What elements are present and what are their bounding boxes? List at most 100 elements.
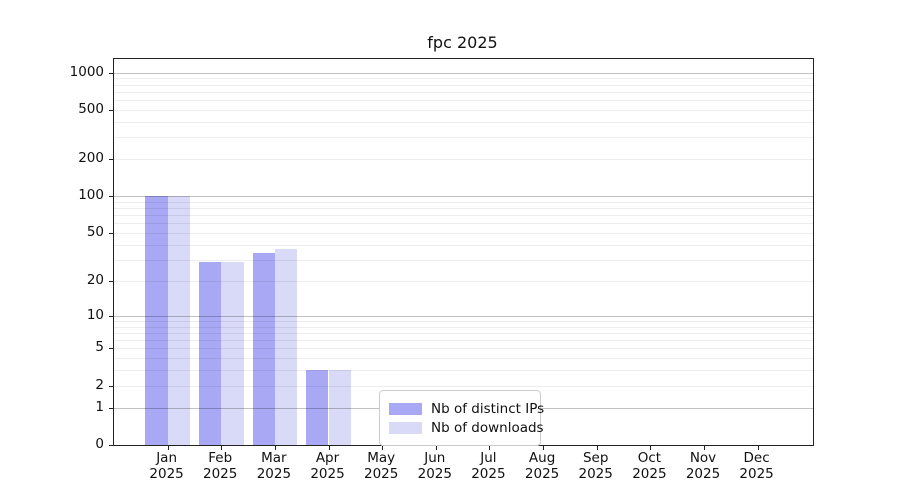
bar-distinct-ips-feb bbox=[198, 261, 222, 445]
x-tick-year: 2025 bbox=[632, 466, 667, 482]
y-tick-label: 0 bbox=[95, 436, 104, 452]
y-gridline-minor bbox=[114, 332, 813, 334]
x-tick bbox=[704, 446, 705, 450]
y-gridline-minor bbox=[114, 358, 813, 360]
y-tick bbox=[109, 280, 113, 282]
y-gridline-minor bbox=[114, 370, 813, 372]
y-gridline-minor bbox=[114, 208, 813, 210]
x-tick-month: Dec bbox=[743, 450, 770, 466]
y-tick-label: 2 bbox=[95, 376, 104, 393]
x-tick-label: Nov 2025 bbox=[671, 450, 735, 482]
x-tick bbox=[167, 446, 169, 450]
legend-entry-distinct-ips: Nb of distinct IPs bbox=[389, 400, 544, 417]
y-tick bbox=[109, 315, 113, 317]
y-gridline-minor bbox=[114, 121, 813, 123]
bar-distinct-ips-apr bbox=[306, 370, 329, 445]
y-gridline-minor bbox=[114, 91, 813, 93]
legend-entry-downloads: Nb of downloads bbox=[389, 419, 544, 436]
y-tick bbox=[109, 407, 113, 409]
x-tick bbox=[435, 446, 437, 450]
bar-distinct-ips-jan bbox=[145, 196, 168, 445]
x-tick-month: Aug bbox=[528, 450, 556, 466]
x-tick-year: 2025 bbox=[739, 466, 774, 482]
x-tick-month: Jul bbox=[480, 450, 497, 466]
x-tick-year: 2025 bbox=[149, 466, 184, 482]
y-tick bbox=[109, 348, 113, 350]
x-tick-month: Mar bbox=[261, 450, 287, 466]
y-tick-label: 1 bbox=[95, 398, 104, 415]
legend: Nb of distinct IPs Nb of downloads bbox=[379, 390, 544, 446]
y-tick-label: 1000 bbox=[69, 63, 104, 80]
x-tick-year: 2025 bbox=[578, 466, 613, 482]
x-tick-year: 2025 bbox=[524, 466, 560, 482]
y-gridline-minor bbox=[114, 385, 813, 387]
x-tick-month: Nov bbox=[689, 450, 717, 466]
x-tick-month: Apr bbox=[315, 450, 340, 466]
y-gridline-minor bbox=[114, 100, 813, 102]
y-gridline-minor bbox=[114, 259, 813, 261]
x-tick-year: 2025 bbox=[685, 466, 721, 482]
y-gridline-major bbox=[114, 196, 813, 198]
y-gridline-minor bbox=[114, 215, 813, 217]
bar-downloads-mar bbox=[274, 248, 298, 445]
plot-area: Nb of distinct IPs Nb of downloads bbox=[109, 58, 814, 450]
x-tick-month: May bbox=[367, 450, 396, 466]
x-tick-label: Jul 2025 bbox=[456, 450, 520, 482]
x-tick-year: 2025 bbox=[364, 466, 399, 482]
x-tick-month: Feb bbox=[208, 450, 233, 466]
y-tick bbox=[109, 72, 113, 74]
x-tick-month: Jun bbox=[424, 450, 446, 466]
x-tick bbox=[221, 446, 223, 450]
bar-downloads-feb bbox=[221, 261, 244, 445]
x-tick-label: May 2025 bbox=[349, 450, 413, 482]
x-tick bbox=[650, 446, 652, 450]
x-tick bbox=[596, 446, 598, 450]
y-gridline-major bbox=[114, 72, 813, 74]
y-gridline-minor bbox=[114, 223, 813, 225]
legend-label-downloads: Nb of downloads bbox=[431, 419, 544, 436]
x-tick-label: Oct 2025 bbox=[617, 450, 681, 482]
bar-downloads-apr bbox=[328, 370, 351, 445]
y-gridline-minor bbox=[114, 326, 813, 328]
x-tick-label: Jun 2025 bbox=[403, 450, 467, 482]
y-gridline-minor bbox=[114, 137, 813, 139]
x-tick bbox=[489, 446, 491, 450]
x-tick-month: Oct bbox=[637, 450, 662, 466]
y-gridline-minor bbox=[114, 201, 813, 203]
x-tick-label: Feb 2025 bbox=[188, 450, 252, 482]
chart-title: fpc 2025 bbox=[427, 33, 498, 52]
x-tick bbox=[274, 446, 276, 450]
x-tick-label: Mar 2025 bbox=[242, 450, 306, 482]
x-tick-label: Dec 2025 bbox=[725, 450, 789, 482]
y-tick-label: 500 bbox=[78, 101, 104, 117]
legend-swatch-distinct-ips bbox=[389, 402, 422, 415]
y-tick bbox=[109, 196, 113, 198]
x-tick-label: Jan 2025 bbox=[135, 450, 199, 482]
bar-downloads-jan bbox=[167, 196, 190, 445]
y-tick bbox=[109, 233, 113, 235]
legend-swatch-downloads bbox=[389, 421, 422, 434]
x-tick-label: Apr 2025 bbox=[296, 450, 360, 482]
y-tick bbox=[109, 159, 113, 161]
x-tick-label: Sep 2025 bbox=[564, 450, 628, 482]
y-tick bbox=[109, 110, 113, 111]
y-tick-label: 100 bbox=[78, 187, 104, 204]
x-tick bbox=[757, 446, 759, 450]
x-tick-month: Sep bbox=[582, 450, 609, 466]
x-tick bbox=[382, 446, 384, 450]
y-gridline-minor bbox=[114, 233, 813, 235]
bar-distinct-ips-mar bbox=[252, 253, 275, 445]
y-tick-label: 200 bbox=[78, 150, 104, 167]
legend-label-distinct-ips: Nb of distinct IPs bbox=[431, 400, 545, 417]
x-tick-year: 2025 bbox=[256, 466, 292, 482]
y-tick-label: 10 bbox=[86, 306, 104, 323]
y-gridline-minor bbox=[114, 110, 813, 111]
x-tick-year: 2025 bbox=[203, 466, 238, 482]
x-tick bbox=[543, 446, 545, 450]
x-tick-year: 2025 bbox=[310, 466, 345, 482]
x-tick-label: Aug 2025 bbox=[510, 450, 574, 482]
y-gridline-minor bbox=[114, 159, 813, 161]
y-gridline-minor bbox=[114, 340, 813, 342]
x-tick-year: 2025 bbox=[471, 466, 506, 482]
